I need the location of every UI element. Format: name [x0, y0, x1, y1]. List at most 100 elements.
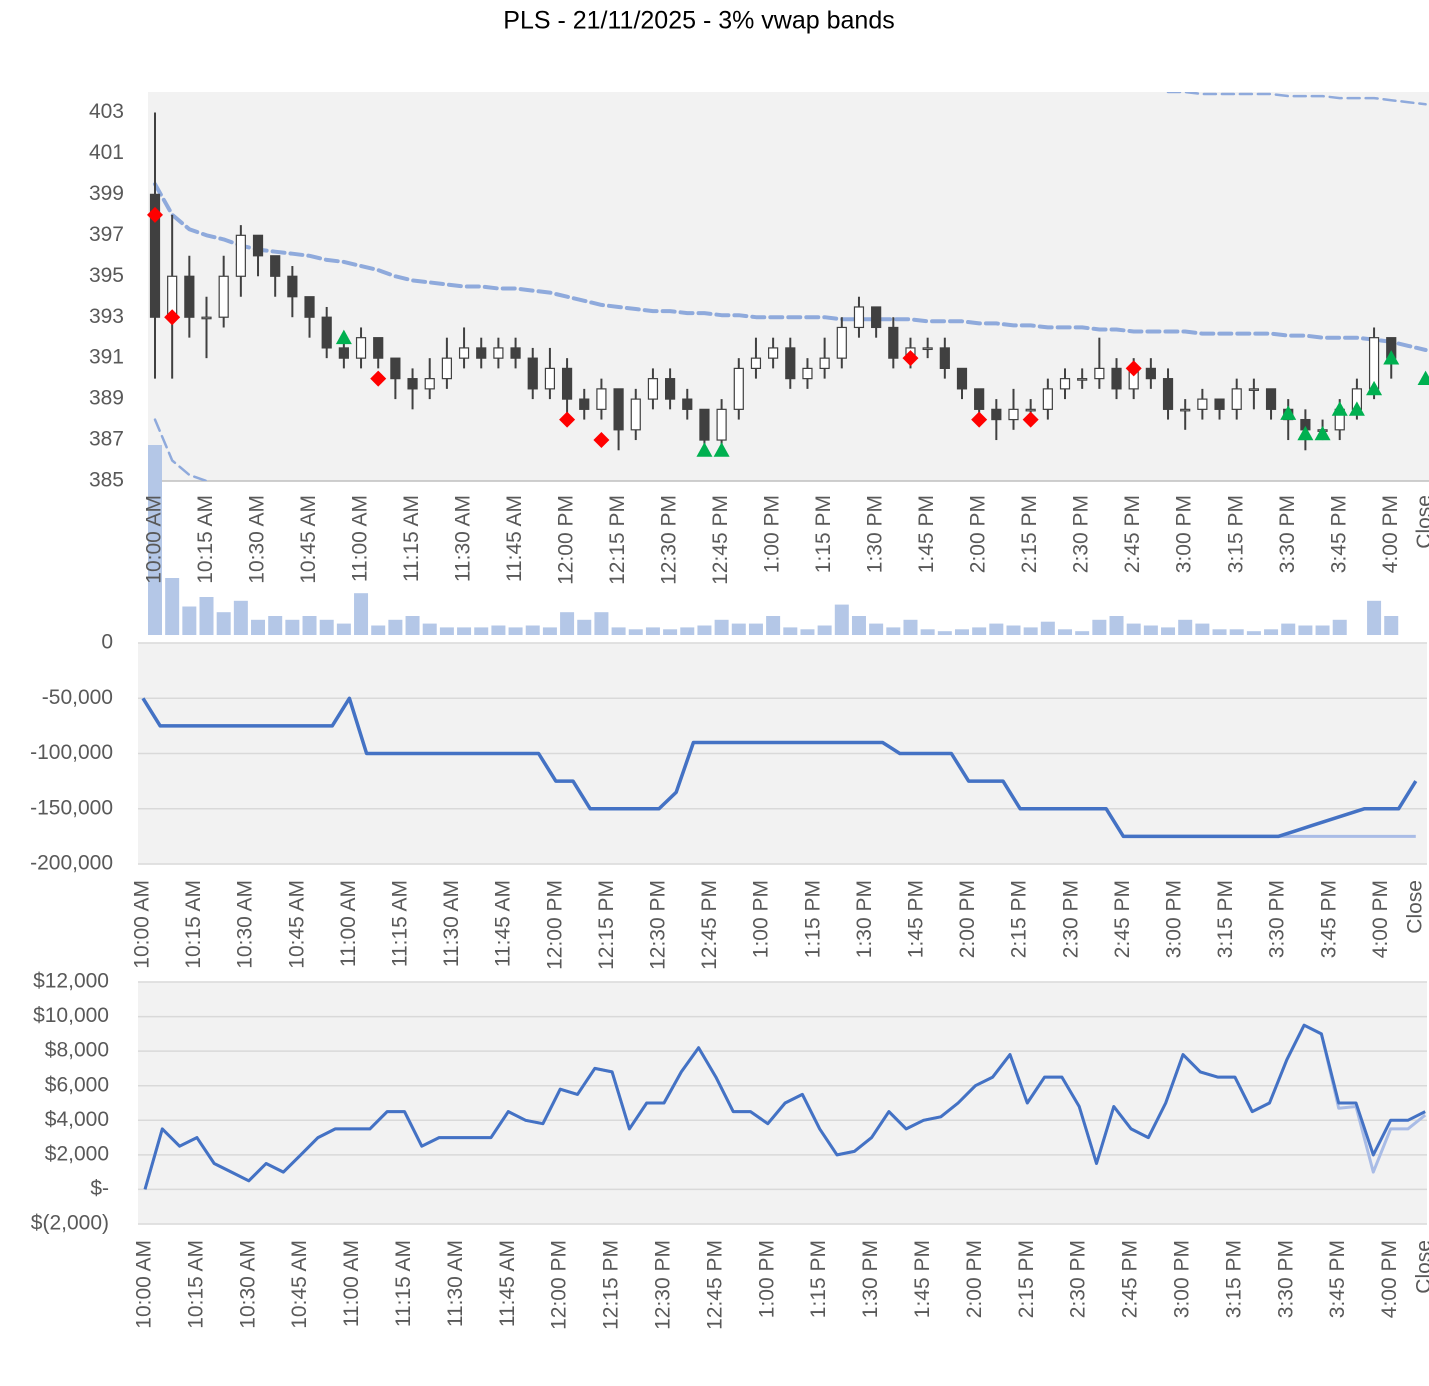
x-tick-label: 3:15 PM: [1214, 880, 1237, 958]
x-tick-label: 12:45 PM: [703, 1240, 726, 1330]
volume-bar: [182, 606, 197, 635]
volume-bar: [1384, 616, 1399, 635]
diamond-marker: [902, 350, 919, 367]
volume-bar: [1281, 623, 1296, 635]
x-tick-label: 11:45 AM: [492, 880, 515, 967]
candle-body: [304, 296, 315, 318]
plot-area: [148, 92, 1429, 481]
x-tick-label: 2:00 PM: [967, 495, 990, 573]
candle-body: [733, 367, 744, 410]
candle-body: [218, 275, 229, 318]
volume-bar: [714, 619, 729, 635]
x-tick-label: 1:30 PM: [859, 1240, 882, 1318]
y-tick-label: 397: [89, 223, 124, 246]
diamond-marker: [593, 432, 610, 449]
candle-body: [510, 347, 521, 359]
x-tick-label: 10:15 AM: [184, 1240, 207, 1329]
x-tick-label: 2:45 PM: [1119, 1240, 1142, 1318]
volume-bar: [1195, 623, 1210, 635]
y-tick-label: $6,000: [45, 1073, 109, 1096]
x-tick-label: 11:00 AM: [349, 495, 372, 582]
volume-bar: [439, 627, 454, 635]
x-tick-label: 11:15 AM: [389, 880, 412, 967]
y-tick-label: 385: [89, 469, 124, 492]
volume-bar: [611, 627, 626, 635]
x-tick-label: 10:15 AM: [182, 880, 205, 969]
y-tick-label: 399: [89, 182, 124, 205]
chart-title: PLS - 21/11/2025 - 3% vwap bands: [503, 7, 894, 35]
volume-bar: [1023, 627, 1038, 635]
series-line: [143, 1023, 1426, 1190]
x-tick-label: 1:15 PM: [807, 1240, 830, 1318]
x-tick-label: 11:30 AM: [452, 495, 475, 582]
candle-body: [493, 347, 504, 359]
candle-body: [888, 326, 899, 359]
x-tick-label: 1:15 PM: [801, 880, 824, 958]
x-tick-label: 10:30 AM: [246, 495, 269, 584]
candle-body: [699, 408, 710, 441]
candle-body: [544, 367, 556, 390]
triangle-marker: [1383, 350, 1400, 365]
x-tick-label: 11:45 AM: [503, 495, 526, 582]
volume-bar: [405, 616, 420, 635]
x-tick-label: 12:30 PM: [652, 1240, 675, 1330]
volume-bar: [1126, 623, 1141, 635]
series-line: [153, 418, 208, 481]
x-tick-label: 2:00 PM: [956, 880, 979, 958]
x-tick-label: 4:00 PM: [1369, 880, 1392, 958]
volume-bar: [1264, 629, 1279, 635]
volume-bar: [336, 623, 351, 635]
volume-bar: [680, 627, 695, 635]
x-tick-label: 12:45 PM: [698, 880, 721, 970]
x-tick-label: 4:00 PM: [1378, 1240, 1401, 1318]
volume-bar: [783, 627, 798, 635]
candle-body: [596, 388, 607, 410]
volume-bar: [148, 445, 162, 635]
candle-body: [424, 378, 435, 390]
x-tick-label: 10:30 AM: [234, 880, 257, 969]
volume-bar: [1332, 619, 1347, 635]
volume-bar: [542, 627, 557, 635]
x-tick-label: 2:30 PM: [1059, 880, 1082, 958]
x-tick-label: 10:45 AM: [288, 1240, 311, 1329]
volume-bar: [165, 578, 180, 635]
candle-body: [579, 398, 590, 410]
diamond-marker: [971, 411, 988, 428]
y-tick-label: -150,000: [30, 796, 113, 819]
y-tick-label: -200,000: [30, 852, 113, 875]
volume-bar: [989, 623, 1004, 635]
candle-body: [407, 378, 418, 390]
x-tick-label: Close: [1403, 880, 1426, 934]
volume-bar: [1178, 619, 1193, 635]
x-tick-label: 12:45 PM: [709, 495, 732, 585]
volume-bar: [645, 627, 660, 635]
x-tick-label: 3:00 PM: [1163, 880, 1186, 958]
x-tick-label: 11:15 AM: [392, 1240, 415, 1327]
x-tick-label: 11:30 AM: [444, 1240, 467, 1327]
candle-body: [682, 398, 693, 410]
x-tick-label: 10:00 AM: [133, 1240, 156, 1329]
volume-bar: [285, 619, 300, 635]
x-tick-label: 11:45 AM: [496, 1240, 519, 1327]
y-tick-label: $8,000: [45, 1039, 109, 1062]
candle-body: [922, 347, 933, 351]
volume-bar: [525, 625, 540, 635]
x-tick-label: 3:45 PM: [1317, 880, 1340, 958]
x-tick-label: 10:45 AM: [285, 880, 308, 969]
volume-bar: [1040, 621, 1055, 635]
candle-body: [527, 357, 538, 390]
diamond-marker: [1125, 360, 1142, 377]
volume-bar: [594, 612, 609, 635]
series-line: [141, 696, 1418, 839]
x-tick-label: 1:30 PM: [864, 495, 887, 573]
y-tick-label: $(2,000): [31, 1212, 109, 1235]
candle-body: [630, 398, 641, 431]
y-tick-label: 395: [89, 264, 124, 287]
x-tick-label: 3:30 PM: [1274, 1240, 1297, 1318]
candle-body: [1231, 388, 1242, 410]
volume-bar: [937, 631, 952, 635]
x-tick-label: 1:00 PM: [755, 1240, 778, 1318]
volume-bar: [1006, 625, 1021, 635]
volume-bar: [388, 619, 403, 635]
x-tick-label: 2:15 PM: [1018, 495, 1041, 573]
